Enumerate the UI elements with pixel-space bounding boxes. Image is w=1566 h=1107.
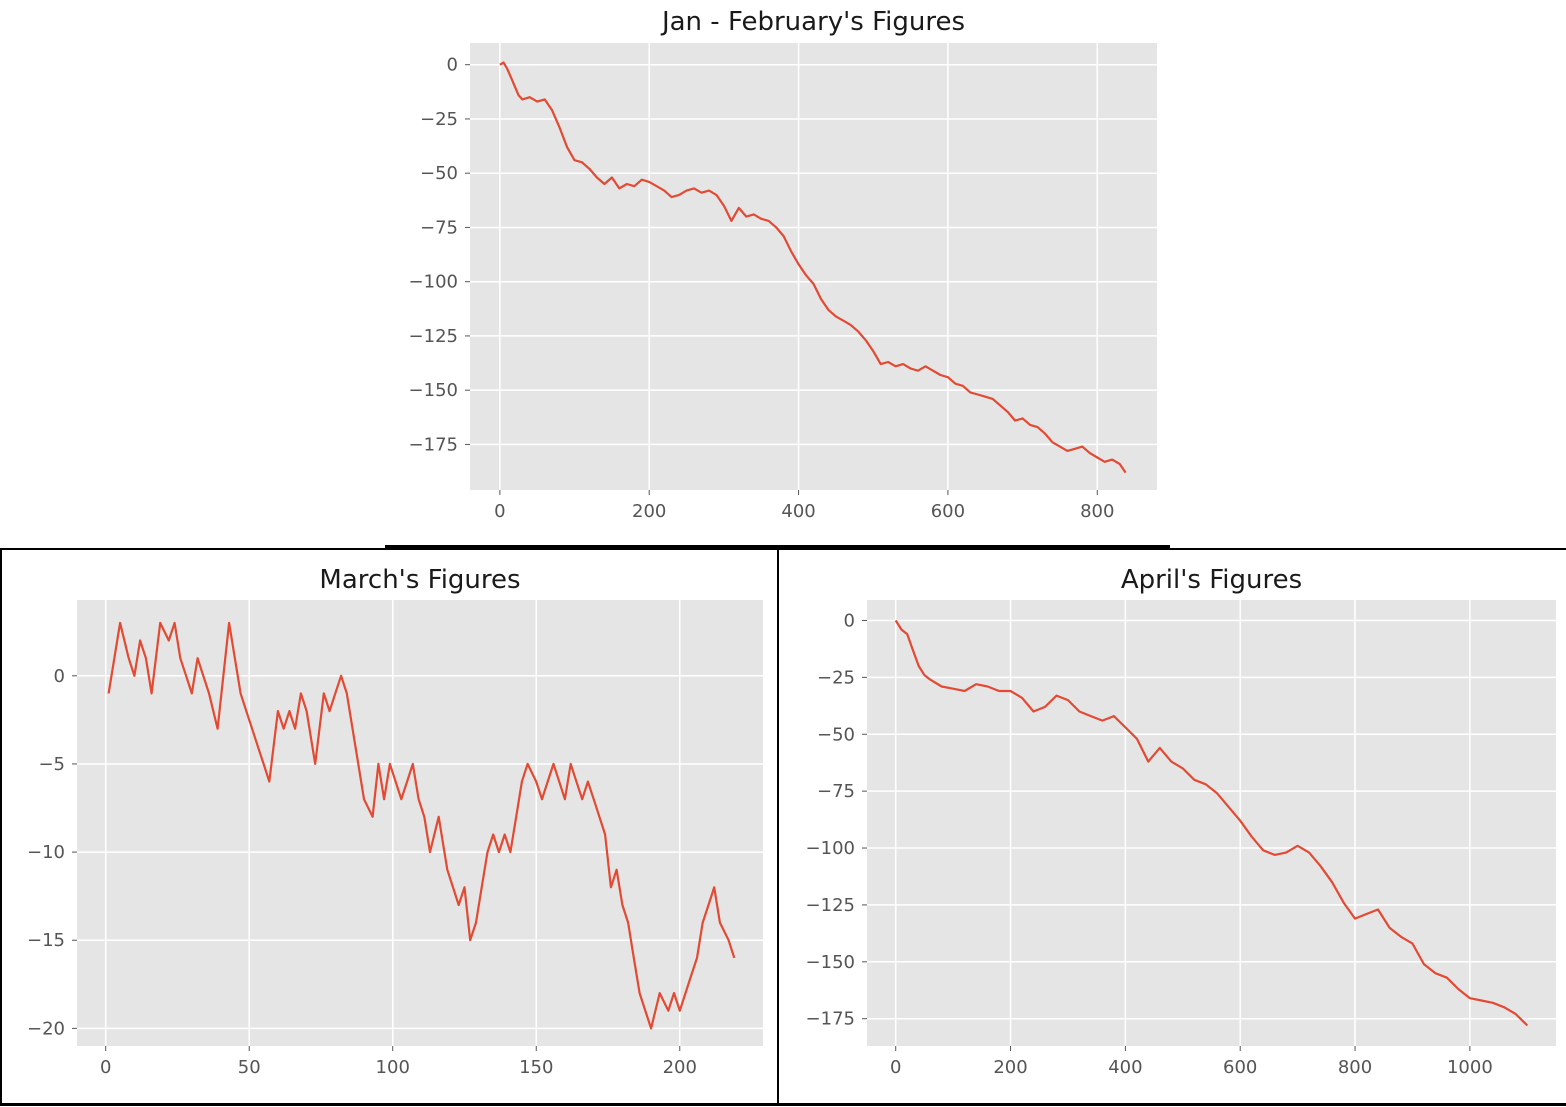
chart-march: March's Figures 0 50 100 150 200 0 −5 −10 −15 −20 [27, 565, 763, 1078]
y-tick-label: 0 [54, 666, 65, 687]
y-tick-label: −175 [409, 434, 458, 455]
y-tick-label: −5 [38, 754, 65, 775]
x-tick-label: 200 [993, 1057, 1027, 1078]
x-tick-label: 800 [1338, 1057, 1372, 1078]
plot-area [867, 600, 1556, 1046]
y-tick-label: −75 [817, 781, 855, 802]
plot-area [470, 43, 1157, 490]
x-tick-label: 200 [663, 1057, 697, 1078]
y-tick-label: 0 [447, 55, 458, 76]
x-tick-label: 0 [494, 501, 505, 522]
y-tick-label: −100 [409, 272, 458, 293]
y-tick-label: −175 [806, 1009, 855, 1030]
x-tick-label: 400 [781, 501, 815, 522]
chart-panel-jan-feb: Jan - February's Figures 0 200 400 600 800 0 −2… [385, 0, 1170, 545]
chart-panel-april: April's Figures 0 200 400 600 800 1000 0 −25 −50 −… [777, 548, 1566, 1103]
y-tick-label: −150 [409, 380, 458, 401]
chart-title: Jan - February's Figures [660, 7, 965, 37]
x-tick-label: 0 [100, 1057, 111, 1078]
y-tick-label: −75 [420, 217, 458, 238]
x-tick-label: 0 [890, 1057, 901, 1078]
y-tick-label: −50 [817, 724, 855, 745]
x-tick-label: 150 [519, 1057, 553, 1078]
x-tick-label: 1000 [1447, 1057, 1493, 1078]
y-tick-label: −20 [27, 1018, 65, 1039]
x-tick-label: 600 [1223, 1057, 1257, 1078]
y-tick-label: −15 [27, 930, 65, 951]
y-tick-label: −10 [27, 842, 65, 863]
chart-title: March's Figures [319, 565, 520, 595]
y-tick-label: −25 [817, 667, 855, 688]
y-tick-label: −25 [420, 109, 458, 130]
x-tick-label: 50 [238, 1057, 261, 1078]
plot-area [77, 600, 763, 1046]
series-line [499, 61, 1127, 474]
y-tick-label: −100 [806, 838, 855, 859]
x-tick-label: 400 [1108, 1057, 1142, 1078]
y-tick-label: −50 [420, 163, 458, 184]
y-tick-label: −125 [409, 326, 458, 347]
x-tick-label: 200 [632, 501, 666, 522]
chart-title: April's Figures [1121, 565, 1302, 595]
separator-top [385, 545, 1170, 548]
x-tick-label: 800 [1080, 501, 1114, 522]
x-tick-label: 600 [931, 501, 965, 522]
y-tick-label: 0 [844, 610, 855, 631]
chart-april: April's Figures 0 200 400 600 800 1000 0 −25 −50 −… [806, 565, 1556, 1078]
chart-panel-march: March's Figures 0 50 100 150 200 0 −5 −10 −15 −20 [0, 548, 777, 1103]
series-line [107, 621, 736, 1030]
chart-jan-feb: Jan - February's Figures 0 200 400 600 800 0 −2… [409, 7, 1157, 522]
x-tick-label: 100 [376, 1057, 410, 1078]
y-tick-label: −125 [806, 895, 855, 916]
separator-bottom [0, 1103, 1566, 1106]
y-tick-label: −150 [806, 952, 855, 973]
series-line [894, 619, 1529, 1027]
